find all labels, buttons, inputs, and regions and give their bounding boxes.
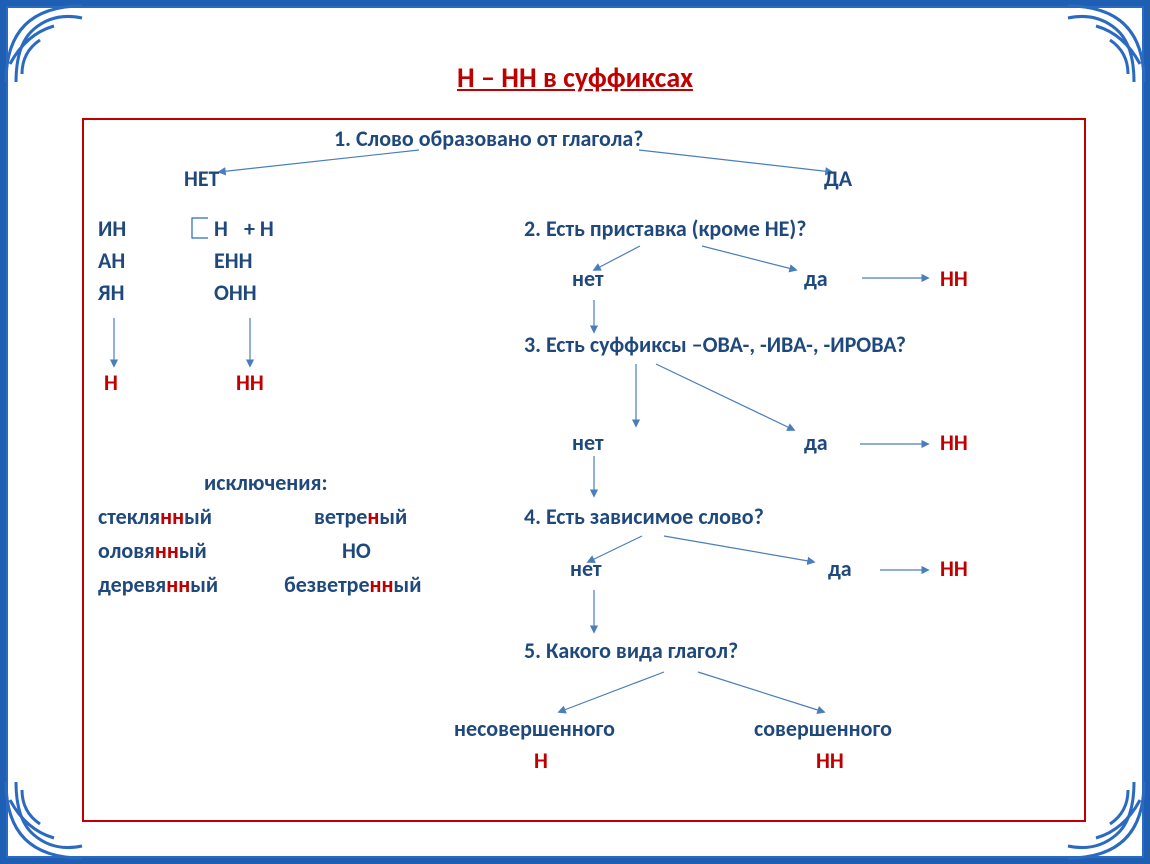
- result-n-bottom: Н: [534, 750, 548, 772]
- title: Н – НН в суффиксах: [8, 60, 1142, 95]
- w5-post: ый: [394, 574, 422, 596]
- q2-no: нет: [572, 268, 604, 290]
- w5-pre: безветре: [284, 574, 370, 596]
- q3-yes: да: [804, 432, 828, 454]
- w4-pre: деревя: [98, 574, 166, 596]
- suf-enn: ЕНН: [214, 250, 253, 272]
- exc-w1: стеклянный: [98, 506, 212, 528]
- w1-pre: стекля: [98, 506, 160, 528]
- aspect-imperf: несовершенного: [454, 718, 615, 740]
- suf-onn: ОНН: [214, 282, 257, 304]
- w2-post: ый: [379, 506, 407, 528]
- exc-w3: оловянный: [98, 540, 207, 562]
- w2-pre: ветре: [314, 506, 367, 528]
- aspect-perf: совершенного: [754, 718, 892, 740]
- q2-yes: да: [804, 268, 828, 290]
- w4-hl: нн: [166, 574, 190, 596]
- branch-yes: ДА: [824, 168, 852, 190]
- exc-no: НО: [342, 540, 371, 562]
- suf-plus-n: + Н: [244, 218, 274, 240]
- w3-pre: оловя: [98, 540, 155, 562]
- q2-nn: НН: [940, 268, 968, 290]
- w4-post: ый: [190, 574, 218, 596]
- suf-n: Н: [214, 218, 228, 240]
- w1-post: ый: [184, 506, 212, 528]
- q3-nn: НН: [940, 432, 968, 454]
- q4-no: нет: [570, 558, 602, 580]
- w3-post: ый: [179, 540, 207, 562]
- result-nn-bottom: НН: [816, 750, 844, 772]
- exc-w2: ветреный: [314, 506, 407, 528]
- exc-label: исключения:: [204, 472, 328, 494]
- q4: 4. Есть зависимое слово?: [524, 506, 764, 528]
- q4-yes: да: [828, 558, 852, 580]
- slide-frame: Н – НН в суффиксах 1. Слово образовано о…: [6, 6, 1144, 858]
- suf-yan: ЯН: [98, 282, 125, 304]
- q3-no: нет: [572, 432, 604, 454]
- branch-no: НЕТ: [184, 168, 219, 190]
- w3-hl: нн: [155, 540, 179, 562]
- w1-hl: нн: [160, 506, 184, 528]
- q1: 1. Слово образовано от глагола?: [334, 128, 643, 150]
- q3: 3. Есть суффиксы –ОВА-, -ИВА-, -ИРОВА?: [524, 334, 906, 356]
- q4-nn: НН: [940, 558, 968, 580]
- result-nn-left: НН: [236, 372, 264, 394]
- q5: 5. Какого вида глагол?: [524, 640, 738, 662]
- exc-w5: безветренный: [284, 574, 421, 596]
- w2-hl: н: [367, 506, 379, 528]
- q2: 2. Есть приставка (кроме НЕ)?: [524, 218, 806, 240]
- suf-in: ИН: [98, 218, 126, 240]
- suf-an: АН: [98, 250, 125, 272]
- w5-hl: нн: [370, 574, 394, 596]
- exc-w4: деревянный: [98, 574, 218, 596]
- ornament-bl: [4, 780, 84, 860]
- content-box: 1. Слово образовано от глагола? НЕТ ДА И…: [82, 118, 1086, 822]
- result-n-left: Н: [104, 372, 118, 394]
